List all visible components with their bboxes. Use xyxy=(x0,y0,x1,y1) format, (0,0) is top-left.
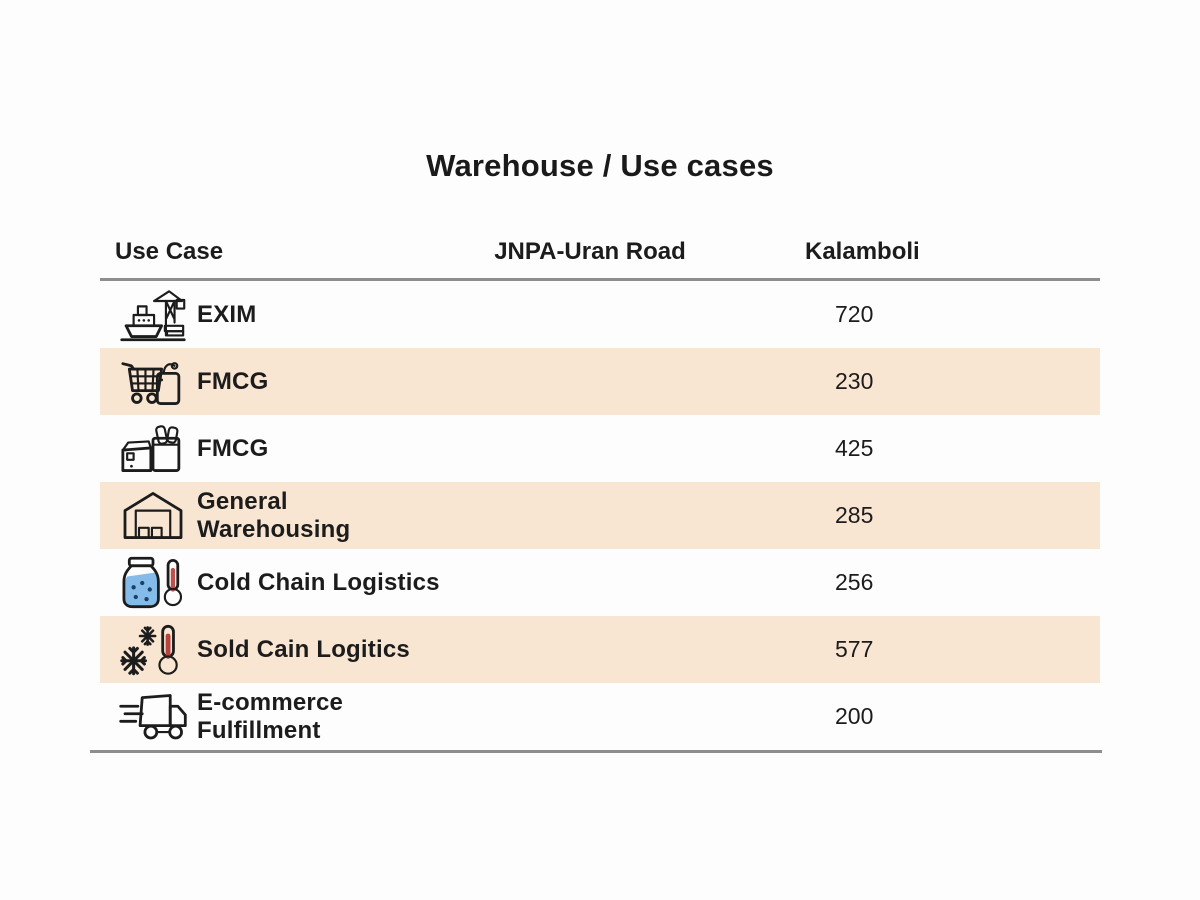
use-case-cell: FMCG xyxy=(100,348,440,415)
kalamboli-value-cell: 577 xyxy=(835,636,874,662)
use-case-cell: E-commerce Fulfillment xyxy=(100,683,440,750)
table-row: Sold Cain Logitics 577 xyxy=(100,616,1100,683)
column-header-kalamboli: Kalamboli xyxy=(805,238,920,265)
delivery-truck-icon xyxy=(100,689,197,745)
column-header-jnpa-uran-road: JNPA-Uran Road xyxy=(494,238,686,265)
table-row: FMCG 230 xyxy=(100,348,1100,415)
cold-jar-thermometer-icon xyxy=(100,555,197,611)
kalamboli-value-cell: 285 xyxy=(835,502,874,528)
grocery-boxes-icon xyxy=(100,421,197,477)
use-case-label: General Warehousing xyxy=(197,487,351,543)
use-case-cell: General Warehousing xyxy=(100,482,440,549)
table-row: FMCG 425 xyxy=(100,415,1100,482)
table-header-row: Use Case JNPA-Uran Road Kalamboli xyxy=(100,226,1100,281)
page-title: Warehouse / Use cases xyxy=(426,148,774,183)
kalamboli-value-cell: 425 xyxy=(835,435,874,461)
use-case-cell: FMCG xyxy=(100,415,440,482)
use-case-label: Sold Cain Logitics xyxy=(197,635,410,663)
table-row: E-commerce Fulfillment 200 xyxy=(100,683,1100,750)
kalamboli-value-cell: 720 xyxy=(835,301,874,327)
table-bottom-border xyxy=(90,750,1102,753)
use-case-table: Use Case JNPA-Uran Road Kalamboli xyxy=(100,226,1100,750)
warehouse-icon xyxy=(100,488,197,544)
kalamboli-value-cell: 230 xyxy=(835,368,874,394)
jnpa-value-cell xyxy=(440,281,740,348)
snowflake-thermometer-icon xyxy=(100,622,197,678)
kalamboli-value-cell: 200 xyxy=(835,703,874,729)
kalamboli-value-cell: 256 xyxy=(835,569,874,595)
table-row: EXIM 720 xyxy=(100,281,1100,348)
jnpa-value-cell xyxy=(440,616,740,683)
use-case-label: FMCG xyxy=(197,434,269,462)
jnpa-value-cell xyxy=(440,482,740,549)
jnpa-value-cell xyxy=(440,415,740,482)
column-header-use-case: Use Case xyxy=(115,238,224,265)
use-case-label: FMCG xyxy=(197,367,269,395)
use-case-cell: Cold Chain Logistics xyxy=(100,549,440,616)
jnpa-value-cell xyxy=(440,348,740,415)
use-case-cell: Sold Cain Logitics xyxy=(100,616,440,683)
use-case-cell: EXIM xyxy=(100,281,440,348)
jnpa-value-cell xyxy=(440,549,740,616)
use-case-label: E-commerce Fulfillment xyxy=(197,688,344,744)
table-row: Cold Chain Logistics 256 xyxy=(100,549,1100,616)
table-row: General Warehousing 285 xyxy=(100,482,1100,549)
ship-crane-icon xyxy=(100,287,197,343)
use-case-label: EXIM xyxy=(197,300,257,328)
jnpa-value-cell xyxy=(440,683,740,750)
shopping-cart-icon xyxy=(100,354,197,410)
use-case-label: Cold Chain Logistics xyxy=(197,568,440,596)
